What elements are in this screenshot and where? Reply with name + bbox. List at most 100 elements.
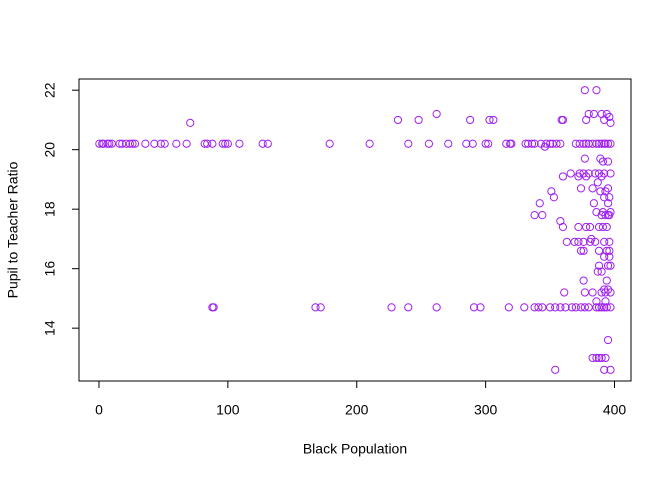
point xyxy=(141,139,150,148)
point xyxy=(582,172,591,181)
point xyxy=(567,303,577,312)
point xyxy=(601,297,610,306)
x-tick-label: 200 xyxy=(345,402,369,418)
point xyxy=(570,237,579,246)
point xyxy=(128,139,137,148)
point xyxy=(588,288,597,297)
point xyxy=(489,115,498,125)
point xyxy=(103,139,112,148)
point xyxy=(218,139,227,148)
point xyxy=(596,187,605,196)
point xyxy=(414,115,423,125)
point xyxy=(601,139,610,148)
x-tick-label: 300 xyxy=(474,402,498,418)
point xyxy=(592,353,601,363)
point xyxy=(575,139,584,148)
point xyxy=(223,139,232,148)
point xyxy=(561,303,570,312)
point xyxy=(556,303,565,312)
point xyxy=(585,222,595,232)
x-tick-label: 400 xyxy=(603,402,627,418)
point xyxy=(580,154,589,163)
point xyxy=(551,365,560,374)
point xyxy=(105,139,114,148)
point xyxy=(592,297,601,306)
point xyxy=(182,139,191,148)
point xyxy=(580,303,589,312)
point xyxy=(538,211,547,220)
y-tick-label: 20 xyxy=(42,142,58,158)
point xyxy=(580,86,589,95)
point xyxy=(584,139,593,148)
point xyxy=(574,172,583,181)
point xyxy=(538,303,547,312)
y-axis-title: Pupil to Teacher Ratio xyxy=(5,161,21,298)
y-tick-label: 16 xyxy=(42,261,58,277)
point xyxy=(365,139,374,148)
point xyxy=(540,142,550,151)
point xyxy=(597,288,606,297)
point xyxy=(605,252,614,261)
point xyxy=(99,139,108,148)
point xyxy=(562,237,571,246)
point xyxy=(579,246,588,255)
point xyxy=(130,139,140,148)
point xyxy=(584,169,593,178)
point xyxy=(605,237,614,246)
point xyxy=(603,199,613,208)
point xyxy=(574,237,583,246)
point xyxy=(524,139,533,148)
point xyxy=(602,222,611,232)
point xyxy=(258,139,267,148)
point xyxy=(325,139,334,148)
point xyxy=(601,211,610,220)
point xyxy=(150,139,159,148)
point xyxy=(530,211,539,220)
point xyxy=(476,303,485,312)
point xyxy=(605,246,614,255)
point xyxy=(466,115,475,125)
point xyxy=(200,139,209,148)
point xyxy=(576,184,586,193)
point xyxy=(606,303,615,312)
y-tick-label: 14 xyxy=(42,320,58,336)
point xyxy=(606,288,615,297)
point xyxy=(584,109,593,119)
point xyxy=(598,222,608,232)
point xyxy=(203,139,212,148)
point xyxy=(530,303,539,312)
point xyxy=(118,139,127,148)
point xyxy=(558,115,568,125)
point xyxy=(589,109,598,119)
point xyxy=(591,169,600,178)
point xyxy=(107,139,116,148)
point xyxy=(462,139,471,148)
point xyxy=(558,222,568,232)
point xyxy=(393,115,403,125)
point xyxy=(606,365,615,374)
point xyxy=(504,303,513,312)
point xyxy=(584,303,593,312)
point xyxy=(521,139,530,148)
point xyxy=(606,261,615,270)
point xyxy=(589,199,598,208)
point xyxy=(592,86,601,95)
point xyxy=(95,139,104,148)
point xyxy=(601,288,610,297)
point xyxy=(125,139,135,148)
point xyxy=(530,139,539,148)
point xyxy=(587,234,596,244)
point xyxy=(602,109,611,119)
point xyxy=(600,237,609,246)
point xyxy=(598,157,608,166)
point xyxy=(545,303,555,312)
point xyxy=(606,169,615,178)
point xyxy=(527,139,537,148)
point xyxy=(579,276,588,285)
point xyxy=(263,139,272,148)
point xyxy=(235,139,244,148)
y-tick-label: 22 xyxy=(42,82,58,98)
point xyxy=(404,139,413,148)
point xyxy=(594,222,604,232)
x-tick-label: 0 xyxy=(95,402,103,418)
